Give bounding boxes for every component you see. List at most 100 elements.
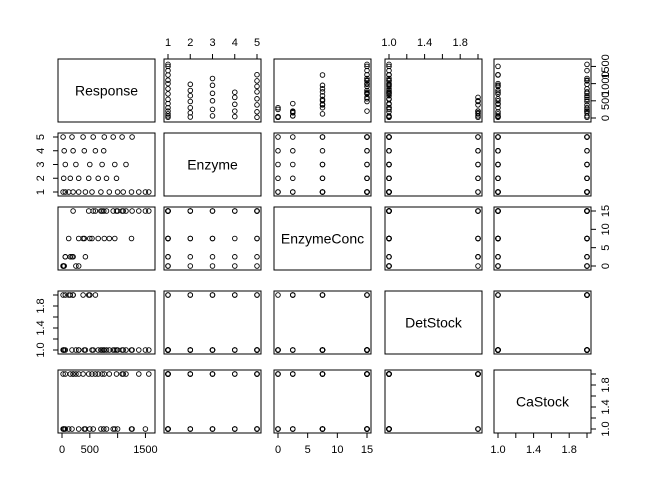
- point-CaStock-EnzymeConc-37: [319, 371, 326, 377]
- point-Response-EnzymeConc-40: [364, 71, 370, 78]
- point-Response-EnzymeConc-20: [364, 87, 370, 94]
- panel-frame: [384, 206, 483, 271]
- point-CaStock-Enzyme-40: [254, 426, 260, 432]
- point-DetStock-Response-35: [80, 292, 86, 298]
- point-EnzymeConc-CaStock-29: [584, 254, 590, 260]
- point-Response-EnzymeConc-26: [319, 82, 326, 89]
- point-Response-DetStock-33: [475, 114, 481, 121]
- point-Response-Enzyme-25: [209, 90, 216, 97]
- point-EnzymeConc-CaStock-39: [584, 208, 590, 214]
- point-Response-Enzyme-13: [165, 63, 171, 70]
- point-CaStock-EnzymeConc-34: [290, 426, 296, 432]
- x-tick-label-Enzyme-1: 2: [187, 37, 193, 49]
- point-Response-EnzymeConc-37: [319, 89, 326, 95]
- point-EnzymeConc-DetStock-37: [386, 235, 392, 242]
- panel-Enzyme-vs-CaStock: [493, 132, 592, 197]
- point-Enzyme-Response-8: [106, 189, 113, 195]
- point-Response-EnzymeConc-13: [364, 63, 370, 70]
- point-Response-DetStock-38: [386, 83, 392, 90]
- point-Response-Enzyme-30: [232, 101, 238, 108]
- point-CaStock-Response-21: [113, 371, 120, 377]
- point-Response-Enzyme-27: [209, 75, 216, 82]
- point-CaStock-DetStock-39: [386, 371, 392, 377]
- point-Response-CaStock-12: [584, 67, 590, 74]
- point-Enzyme-Response-31: [92, 148, 99, 154]
- point-Enzyme-CaStock-20: [495, 175, 501, 182]
- point-EnzymeConc-CaStock-28: [495, 263, 501, 269]
- point-Response-Enzyme-4: [165, 104, 171, 111]
- point-DetStock-EnzymeConc-35: [319, 292, 326, 298]
- point-Response-CaStock-27: [584, 75, 590, 82]
- point-Response-DetStock-37: [386, 89, 392, 95]
- panel-frame: [384, 369, 483, 434]
- y-tick-label-Enzyme-1: 2: [35, 175, 47, 181]
- x-axis-Response: 0 500 1500: [59, 433, 158, 456]
- point-DetStock-Response-40: [129, 347, 135, 353]
- point-DetStock-Enzyme-14: [165, 347, 171, 353]
- point-Enzyme-Response-24: [87, 161, 93, 168]
- point-Enzyme-Response-14: [146, 189, 152, 195]
- point-Response-Enzyme-14: [165, 61, 171, 68]
- point-EnzymeConc-DetStock-33: [475, 263, 481, 269]
- point-EnzymeConc-Response-13: [142, 208, 149, 214]
- point-Enzyme-CaStock-27: [584, 161, 590, 168]
- point-EnzymeConc-Response-18: [85, 208, 92, 214]
- panel-DetStock-vs-EnzymeConc: [273, 290, 372, 355]
- point-CaStock-Response-35: [80, 371, 86, 377]
- point-Response-EnzymeConc-11: [319, 72, 326, 78]
- point-CaStock-EnzymeConc-29: [290, 371, 296, 377]
- point-Response-Enzyme-16: [187, 110, 194, 116]
- panel-EnzymeConc-vs-Response: [57, 206, 156, 271]
- point-Response-Enzyme-2: [165, 111, 171, 117]
- panel-DetStock-vs-DetStock: DetStock: [384, 290, 483, 355]
- point-EnzymeConc-Response-17: [75, 235, 82, 242]
- x-tick-label-CaStock-4: 1.8: [562, 444, 577, 456]
- point-EnzymeConc-Response-11: [128, 235, 135, 242]
- point-DetStock-Response-22: [62, 292, 69, 298]
- point-DetStock-Enzyme-35: [254, 292, 260, 298]
- panel-EnzymeConc-vs-EnzymeConc: EnzymeConc: [273, 206, 372, 271]
- point-CaStock-Enzyme-27: [209, 371, 216, 377]
- point-Response-CaStock-17: [495, 104, 501, 111]
- x-tick-label-DetStock-0: 1.0: [381, 37, 396, 49]
- point-Enzyme-EnzymeConc-15: [275, 175, 281, 182]
- point-Enzyme-Response-9: [114, 189, 121, 195]
- point-Response-Enzyme-9: [165, 80, 171, 87]
- point-Response-CaStock-31: [584, 94, 590, 101]
- point-Response-Enzyme-18: [187, 98, 194, 105]
- y-tick-label-CaStock-2: 1.4: [600, 399, 612, 414]
- point-EnzymeConc-Response-32: [100, 208, 107, 214]
- y-tick-label-Response-0: 0: [600, 115, 612, 121]
- point-Enzyme-EnzymeConc-22: [290, 161, 296, 168]
- y-tick-label-Response-1: 500: [600, 92, 612, 110]
- panel-EnzymeConc-vs-CaStock: [493, 206, 592, 271]
- point-Response-CaStock-2: [495, 111, 501, 117]
- x-tick-label-Enzyme-4: 5: [254, 37, 260, 49]
- point-Enzyme-Response-6: [89, 189, 95, 195]
- point-CaStock-EnzymeConc-28: [275, 426, 281, 432]
- point-Response-Enzyme-7: [165, 91, 171, 97]
- point-Response-CaStock-29: [584, 108, 590, 114]
- x-tick-label-DetStock-2: 1.4: [417, 37, 432, 49]
- panel-frame: [163, 132, 262, 197]
- point-DetStock-Response-14: [146, 347, 152, 353]
- point-EnzymeConc-Response-35: [80, 235, 86, 242]
- point-Response-Enzyme-40: [254, 71, 260, 78]
- point-Response-CaStock-33: [584, 114, 590, 121]
- point-DetStock-EnzymeConc-40: [364, 347, 370, 353]
- panel-EnzymeConc-vs-DetStock: [384, 206, 483, 271]
- point-Enzyme-CaStock-32: [495, 148, 501, 154]
- point-CaStock-Response-40: [129, 426, 135, 432]
- y-tick-label-Response-2: 1000: [600, 71, 612, 95]
- point-EnzymeConc-Enzyme-5: [165, 254, 171, 260]
- point-EnzymeConc-CaStock-30: [495, 235, 501, 242]
- point-DetStock-Response-36: [90, 347, 96, 353]
- point-Enzyme-Response-33: [60, 134, 66, 140]
- point-Enzyme-Response-15: [60, 175, 67, 182]
- point-Response-CaStock-19: [584, 92, 590, 99]
- point-DetStock-Enzyme-21: [187, 347, 194, 353]
- y-tick-label-Response-3: 1500: [600, 54, 612, 78]
- point-Response-Enzyme-33: [254, 114, 260, 121]
